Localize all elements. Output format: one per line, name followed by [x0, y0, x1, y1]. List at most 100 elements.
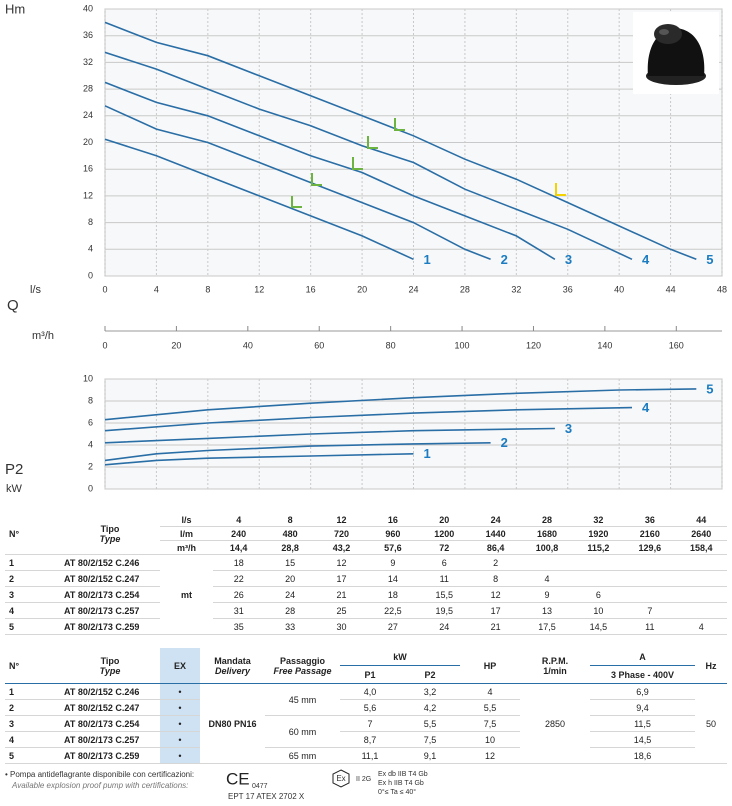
header: Mandata [214, 655, 251, 666]
x2-tick-label: 60 [314, 340, 324, 350]
cell: 158,4 [675, 540, 727, 555]
x2-tick-label: 120 [526, 340, 541, 350]
cell: 72 [418, 540, 470, 555]
cell: 100,8 [521, 540, 573, 555]
y-tick-label: 4 [88, 439, 93, 449]
cell: 35 [213, 618, 265, 635]
x-tick-label: 24 [408, 284, 418, 294]
cell: 86,4 [469, 540, 522, 555]
cell: 22,5 [367, 602, 419, 619]
cell: AT 80/2/173 C.257 [60, 731, 160, 748]
header: Type [99, 533, 121, 544]
curve [104, 138, 414, 261]
cell: 9 [367, 554, 419, 571]
cell: 5 [5, 747, 60, 764]
note: • Pompa antideflagrante disponibile con … [5, 770, 194, 779]
curve [104, 453, 414, 466]
cell [675, 586, 727, 603]
cell: 12 [315, 554, 368, 571]
cell: 240 [213, 526, 265, 541]
cell: 7 [624, 602, 676, 619]
pump-highlight [659, 29, 669, 35]
cell: 12 [469, 586, 522, 603]
marking: Ex db IIB T4 Gb [378, 771, 428, 778]
cell: 18 [367, 586, 419, 603]
cell: 1680 [521, 526, 573, 541]
cell: 32 [572, 513, 625, 527]
y-tick-label: 24 [83, 110, 93, 120]
cell: AT 80/2/173 C.254 [60, 715, 160, 732]
cell: 2 [469, 554, 522, 571]
cell [624, 570, 676, 587]
cell: 3 [5, 715, 60, 732]
cell: 20 [264, 570, 316, 587]
cell: 11,1 [340, 747, 400, 764]
x-tick-label: 32 [511, 284, 521, 294]
x2-label: m³/h [32, 330, 54, 342]
cell: 24 [469, 513, 522, 527]
cell: 480 [264, 526, 316, 541]
ce-mark: CE [226, 769, 250, 788]
header: P2 [400, 665, 460, 684]
header: EX [160, 648, 200, 684]
curve [104, 51, 633, 261]
cell: AT 80/2/152 C.247 [60, 570, 160, 587]
cell: AT 80/2/173 C.257 [60, 602, 160, 619]
cell [675, 570, 727, 587]
cell: 17 [315, 570, 368, 587]
cell: 11 [418, 570, 470, 587]
marker [555, 183, 566, 196]
cell: 1200 [418, 526, 470, 541]
cell [675, 602, 727, 619]
x-tick-label: 20 [357, 284, 367, 294]
cell: 7 [340, 715, 400, 732]
y-tick-label: 32 [83, 57, 93, 67]
header: HP [460, 648, 520, 684]
header: P1 [340, 665, 400, 684]
x2-tick-label: 20 [171, 340, 181, 350]
cell: 57,6 [367, 540, 419, 555]
cell: 9 [521, 586, 573, 603]
cell: N° [5, 513, 60, 555]
x2-tick-label: 80 [386, 340, 396, 350]
cell: 129,6 [624, 540, 676, 555]
cell: 22 [213, 570, 265, 587]
marking: 0°≤ Ta ≤ 40° [378, 788, 416, 796]
cell: • [160, 683, 200, 700]
y-unit: kW [6, 483, 23, 495]
cell: 18 [213, 554, 265, 571]
cell: l/s [160, 513, 213, 527]
spec-table: N° Tipo Type EX Mandata Delivery Passaggio… [5, 648, 727, 764]
cell: 28 [521, 513, 573, 527]
cell: 4 [460, 683, 520, 700]
y-tick-label: 6 [88, 417, 93, 427]
curve-label: 3 [565, 252, 572, 267]
cell: 8 [469, 570, 522, 587]
curve-label: 4 [642, 400, 650, 415]
cell: 1440 [469, 526, 522, 541]
header: Tipo Type [60, 648, 160, 684]
cell: 2160 [624, 526, 676, 541]
x2-tick-label: 0 [102, 340, 107, 350]
cell [624, 586, 676, 603]
curve [104, 427, 555, 444]
header: 3 Phase - 400V [590, 665, 695, 684]
y-tick-label: 4 [88, 244, 93, 254]
cell [521, 554, 573, 571]
curve [104, 406, 633, 432]
cell: 50 [695, 683, 727, 764]
marking: Ex h IIB T4 Gb [378, 780, 424, 787]
cell: 15 [264, 554, 316, 571]
cell: 2 [5, 699, 60, 716]
cell: mt [160, 554, 213, 635]
header: Free Passage [273, 665, 332, 676]
cell: 8,7 [340, 731, 400, 748]
cell: 4 [213, 513, 265, 527]
header: Passaggio [279, 655, 326, 666]
cell [624, 554, 676, 571]
y-tick-label: 36 [83, 30, 93, 40]
cell: 15,5 [418, 586, 470, 603]
cell: 44 [675, 513, 727, 527]
cell: 10 [572, 602, 625, 619]
pump-image [633, 12, 719, 94]
